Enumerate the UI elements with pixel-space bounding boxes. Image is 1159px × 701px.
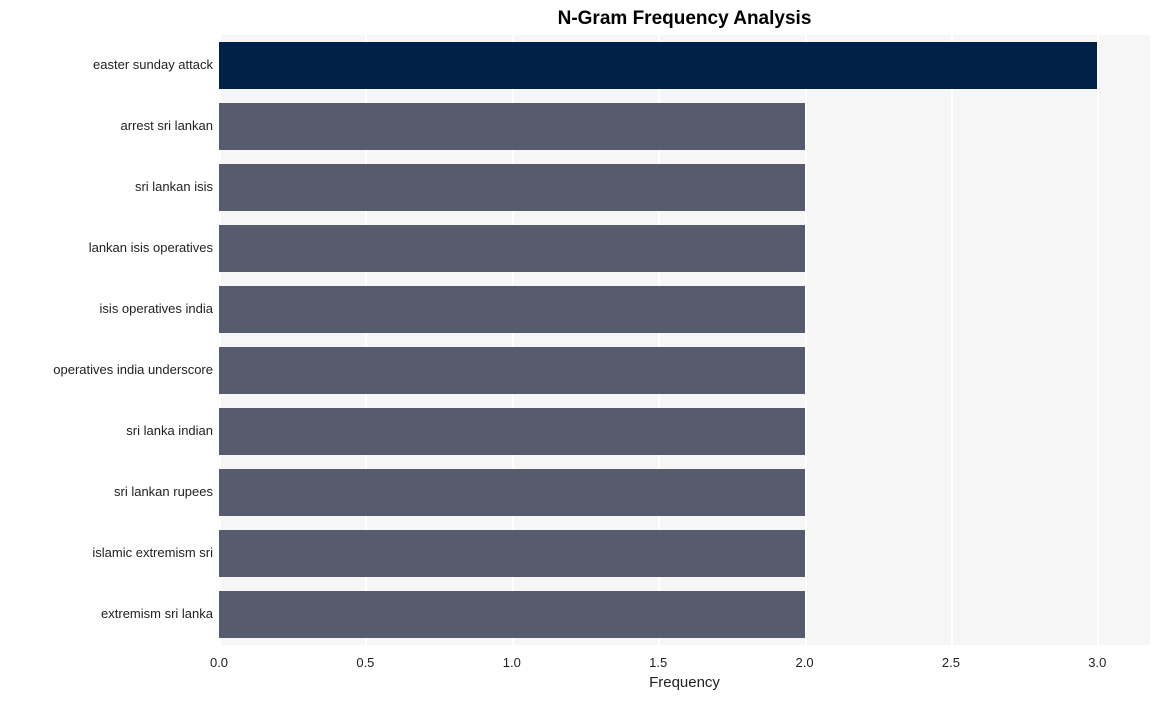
- x-tick-label: 2.0: [795, 655, 813, 670]
- y-category-label: operatives india underscore: [53, 362, 213, 377]
- bar: [219, 530, 805, 577]
- bar: [219, 42, 1097, 89]
- y-category-label: isis operatives india: [100, 301, 213, 316]
- grid-line: [1097, 35, 1099, 645]
- chart-container: N-Gram Frequency Analysis easter sunday …: [0, 0, 1159, 701]
- y-category-label: extremism sri lanka: [101, 606, 213, 621]
- bar: [219, 469, 805, 516]
- x-tick-label: 2.5: [942, 655, 960, 670]
- y-category-label: easter sunday attack: [93, 57, 213, 72]
- x-tick-label: 1.0: [503, 655, 521, 670]
- y-category-label: lankan isis operatives: [89, 240, 213, 255]
- bar: [219, 103, 805, 150]
- x-tick-label: 3.0: [1088, 655, 1106, 670]
- y-category-label: islamic extremism sri: [92, 545, 213, 560]
- plot-area: [219, 35, 1150, 645]
- bar: [219, 408, 805, 455]
- y-category-label: sri lankan rupees: [114, 484, 213, 499]
- grid-line: [951, 35, 953, 645]
- y-category-label: sri lankan isis: [135, 179, 213, 194]
- x-axis-label: Frequency: [105, 674, 1159, 691]
- x-tick-label: 0.5: [356, 655, 374, 670]
- bar: [219, 591, 805, 638]
- grid-line: [805, 35, 807, 645]
- x-tick-label: 1.5: [649, 655, 667, 670]
- x-tick-label: 0.0: [210, 655, 228, 670]
- y-category-label: arrest sri lankan: [121, 118, 213, 133]
- bar: [219, 164, 805, 211]
- y-category-label: sri lanka indian: [126, 423, 213, 438]
- bar: [219, 225, 805, 272]
- bar: [219, 286, 805, 333]
- bar: [219, 347, 805, 394]
- chart-title: N-Gram Frequency Analysis: [105, 8, 1159, 30]
